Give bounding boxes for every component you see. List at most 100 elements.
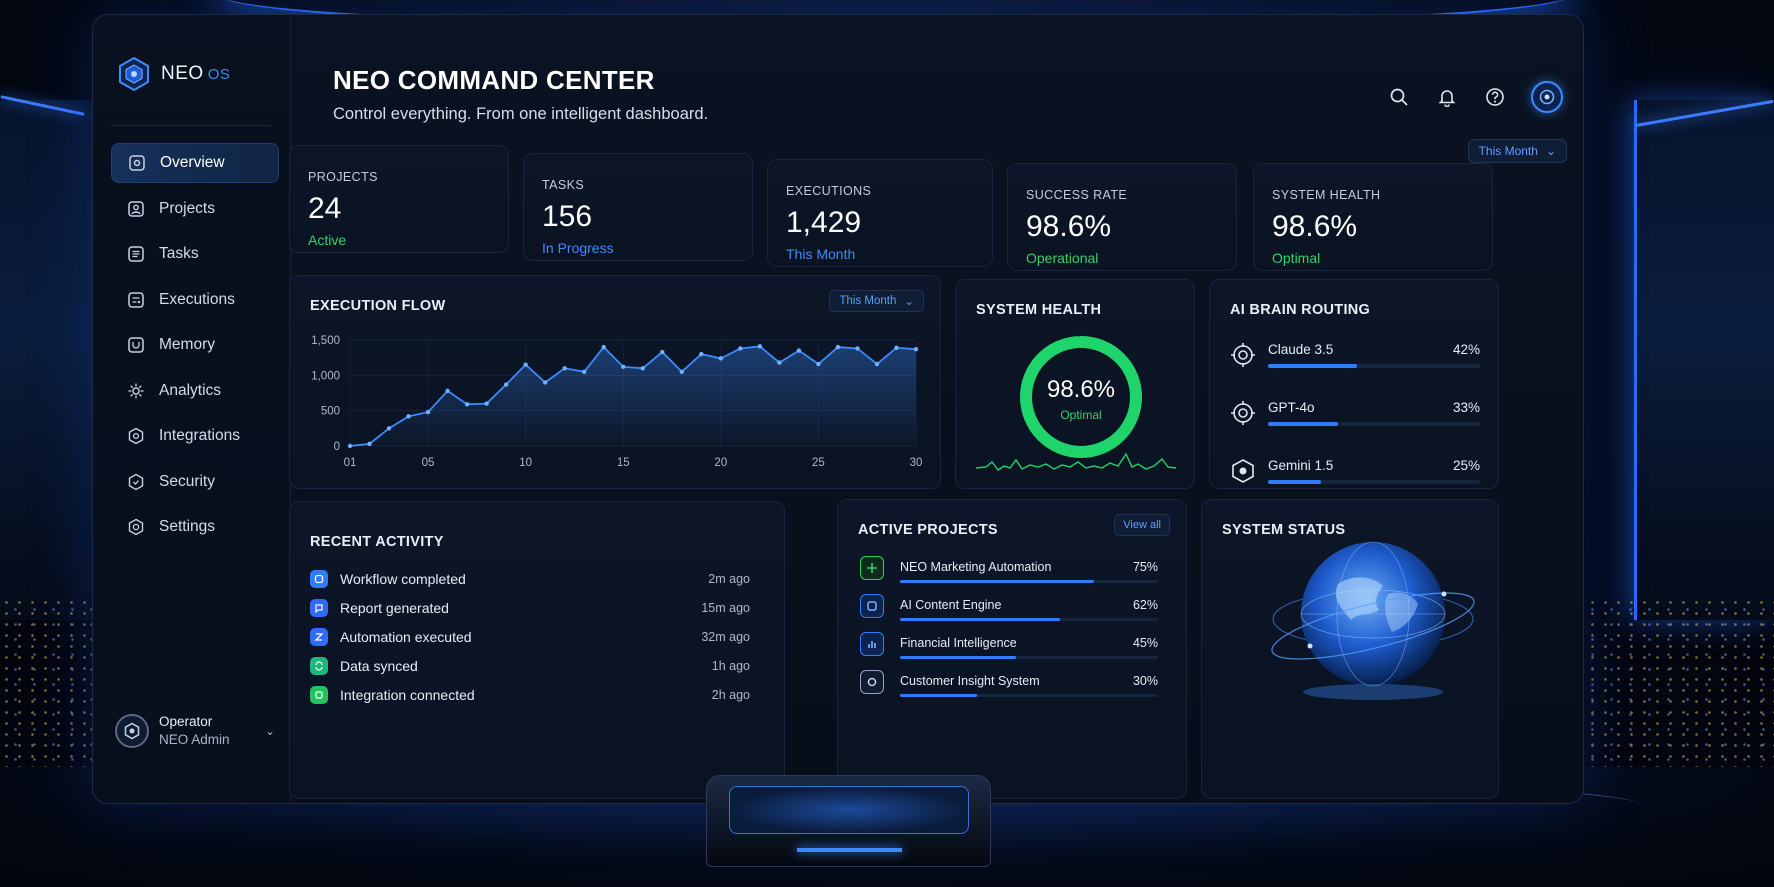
data-point[interactable] bbox=[699, 351, 704, 357]
project-icon bbox=[860, 594, 884, 618]
data-point[interactable] bbox=[777, 360, 782, 365]
project-icon bbox=[860, 632, 884, 656]
data-point[interactable] bbox=[503, 382, 509, 387]
data-point[interactable] bbox=[621, 364, 626, 370]
sidebar-item-label: Security bbox=[159, 472, 215, 490]
data-point[interactable] bbox=[406, 414, 411, 419]
view-all-button[interactable]: View all bbox=[1114, 514, 1170, 536]
settings-icon bbox=[128, 518, 144, 536]
data-point[interactable] bbox=[601, 344, 606, 350]
data-point[interactable] bbox=[894, 345, 899, 350]
project-bar-track bbox=[900, 656, 1158, 659]
project-pct: 45% bbox=[1132, 636, 1158, 650]
data-point[interactable] bbox=[835, 344, 841, 350]
health-gauge: 98.6% Optimal bbox=[1016, 332, 1146, 462]
sidebar-item-memory[interactable]: Memory bbox=[111, 325, 279, 365]
sidebar-item-label: Memory bbox=[159, 336, 215, 353]
model-icon bbox=[1232, 459, 1254, 483]
health-value: 98.6% bbox=[1046, 376, 1116, 403]
project-bar-track bbox=[900, 580, 1158, 583]
data-point[interactable] bbox=[796, 348, 802, 353]
globe-icon bbox=[1271, 541, 1475, 700]
data-point[interactable] bbox=[425, 409, 431, 415]
sidebar-item-label: Projects bbox=[159, 199, 215, 217]
activity-text: Report generated bbox=[340, 599, 449, 616]
data-point[interactable] bbox=[347, 443, 353, 449]
data-point[interactable] bbox=[757, 344, 763, 349]
series-area bbox=[350, 346, 916, 446]
stat-card-projects[interactable]: PROJECTS 24 Active bbox=[289, 145, 509, 253]
brand[interactable]: NEO OS bbox=[117, 57, 230, 91]
sidebar-item-projects[interactable]: Projects bbox=[111, 189, 279, 229]
data-point[interactable] bbox=[542, 380, 548, 385]
stat-card-executions[interactable]: EXECUTIONS 1,429 This Month bbox=[767, 159, 993, 267]
list-item[interactable]: Report generated 15m ago bbox=[310, 593, 750, 622]
project-item-marketing[interactable]: NEO Marketing Automation 75% bbox=[860, 556, 1158, 590]
sidebar-item-security[interactable]: Security bbox=[111, 462, 279, 502]
stat-sub: This Month bbox=[786, 246, 856, 262]
data-point[interactable] bbox=[640, 366, 645, 371]
project-bar-fill bbox=[900, 694, 978, 697]
data-point[interactable] bbox=[523, 362, 528, 367]
search-icon[interactable] bbox=[1387, 85, 1411, 109]
chevron-down-icon[interactable]: ⌄ bbox=[264, 724, 275, 738]
project-item-financial[interactable]: Financial Intelligence 45% bbox=[860, 632, 1158, 666]
sidebar-item-tasks[interactable]: Tasks bbox=[111, 234, 279, 274]
data-point[interactable] bbox=[816, 361, 821, 367]
data-point[interactable] bbox=[445, 388, 450, 394]
data-point[interactable] bbox=[913, 346, 919, 352]
card-title: AI BRAIN ROUTING bbox=[1230, 302, 1371, 318]
project-item-customer[interactable]: Customer Insight System 30% bbox=[860, 670, 1158, 704]
automation-icon bbox=[310, 627, 328, 646]
profile-avatar-icon[interactable] bbox=[1531, 81, 1563, 113]
project-item-content[interactable]: AI Content Engine 62% bbox=[860, 594, 1158, 628]
stat-card-system-health[interactable]: SYSTEM HEALTH 98.6% Optimal bbox=[1253, 163, 1493, 271]
stat-value: 156 bbox=[542, 200, 593, 233]
data-point[interactable] bbox=[679, 369, 684, 374]
data-point[interactable] bbox=[718, 356, 724, 361]
data-point[interactable] bbox=[386, 426, 392, 431]
x-tick-label: 15 bbox=[617, 457, 630, 469]
data-point[interactable] bbox=[582, 369, 587, 374]
stat-card-success-rate[interactable]: SUCCESS RATE 98.6% Operational bbox=[1007, 163, 1237, 271]
data-point[interactable] bbox=[367, 441, 372, 447]
stat-sub: Operational bbox=[1026, 250, 1099, 266]
sidebar-item-analytics[interactable]: Analytics bbox=[111, 371, 279, 411]
model-name: Claude 3.5 bbox=[1268, 342, 1334, 357]
help-icon[interactable] bbox=[1483, 85, 1507, 109]
project-bar-track bbox=[900, 694, 1158, 697]
sidebar-item-integrations[interactable]: Integrations bbox=[111, 416, 279, 456]
data-point[interactable] bbox=[874, 361, 880, 367]
stat-card-tasks[interactable]: TASKS 156 In Progress bbox=[523, 153, 753, 261]
x-tick-label: 25 bbox=[812, 457, 825, 469]
sidebar-item-overview[interactable]: Overview bbox=[111, 143, 279, 183]
bell-icon[interactable] bbox=[1435, 85, 1459, 109]
y-tick-label: 0 bbox=[334, 441, 340, 453]
data-point[interactable] bbox=[562, 366, 567, 371]
activity-time: 2h ago bbox=[711, 687, 750, 702]
stat-label: TASKS bbox=[542, 178, 585, 192]
operator-menu[interactable]: Operator NEO Admin ⌄ bbox=[115, 713, 275, 749]
data-point[interactable] bbox=[855, 346, 860, 351]
integration-icon bbox=[310, 685, 328, 704]
model-pct: 33% bbox=[1452, 400, 1480, 415]
right-window bbox=[1634, 100, 1774, 620]
chart-period-select[interactable]: This Month ⌄ bbox=[829, 290, 924, 312]
data-point[interactable] bbox=[464, 402, 470, 407]
project-pct: 62% bbox=[1132, 598, 1158, 612]
period-select[interactable]: This Month ⌄ bbox=[1467, 139, 1567, 163]
data-point[interactable] bbox=[660, 349, 665, 355]
overview-icon bbox=[129, 155, 145, 171]
list-item[interactable]: Data synced 1h ago bbox=[310, 651, 750, 680]
list-item[interactable]: Automation executed 32m ago bbox=[310, 622, 750, 651]
stat-sub: Optimal bbox=[1272, 250, 1321, 266]
sidebar-item-executions[interactable]: Executions bbox=[111, 280, 279, 320]
security-icon bbox=[128, 473, 144, 490]
data-point[interactable] bbox=[738, 346, 743, 351]
model-bar-track bbox=[1268, 422, 1480, 426]
list-item[interactable]: Integration connected 2h ago bbox=[310, 680, 750, 709]
list-item[interactable]: Workflow completed 2m ago bbox=[310, 564, 750, 593]
sidebar-item-settings[interactable]: Settings bbox=[111, 507, 279, 547]
project-bar-track bbox=[900, 618, 1158, 621]
data-point[interactable] bbox=[484, 401, 489, 406]
